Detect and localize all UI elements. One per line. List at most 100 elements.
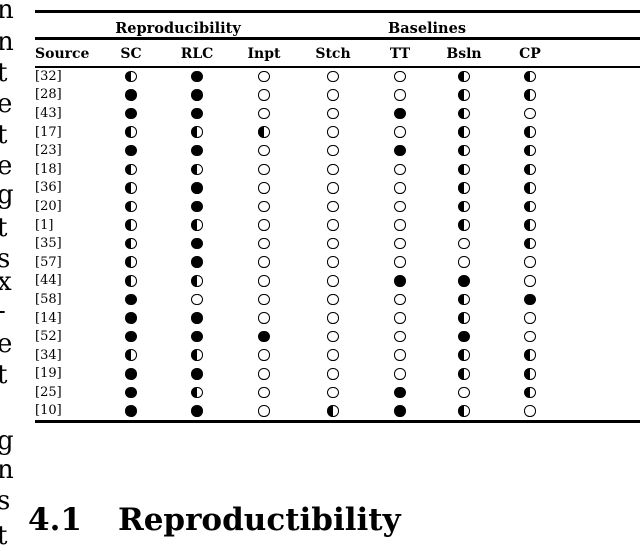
source-citation-label[interactable]: [58] (35, 291, 62, 307)
rating-cell (98, 141, 164, 160)
source-citation-label[interactable]: [28] (35, 87, 62, 103)
rating-cell (496, 402, 564, 421)
table-row: [1] (35, 216, 640, 235)
rating-cell (496, 365, 564, 384)
empty-circle-icon (258, 200, 270, 213)
full-circle-icon (458, 275, 470, 287)
rating-cell (496, 346, 564, 365)
empty-circle-icon (258, 144, 270, 157)
half-circle-icon (524, 200, 536, 213)
half-circle-icon (125, 200, 137, 213)
empty-circle-icon (258, 368, 270, 380)
rating-cell (496, 86, 564, 105)
source-citation-label[interactable]: [19] (35, 366, 62, 382)
source-citation-label[interactable]: [10] (35, 403, 62, 419)
rating-cell (230, 160, 298, 179)
source-citation-label[interactable]: [35] (35, 236, 62, 252)
rating-cell (432, 290, 496, 309)
rating-cell (164, 86, 230, 105)
source-citation-label[interactable]: [25] (35, 384, 62, 400)
full-circle-icon (125, 89, 137, 101)
half-circle-icon (458, 163, 470, 176)
empty-circle-icon (191, 293, 203, 306)
half-circle-icon (125, 256, 137, 268)
source-citation-label[interactable]: [36] (35, 180, 62, 196)
half-circle-icon (458, 349, 470, 361)
source-citation-label[interactable]: [43] (35, 105, 62, 121)
filler-cell (564, 216, 640, 235)
source-citation-label[interactable]: [34] (35, 347, 62, 363)
empty-circle-icon (258, 237, 270, 250)
source-citation-label[interactable]: [1] (35, 217, 54, 233)
rating-cell (432, 197, 496, 216)
clipped-text-fragment: g (0, 426, 14, 456)
table-body: [32] [28] [43] [17] [23] [18] [36] [20] [1] [35] [… (35, 67, 640, 420)
full-circle-icon (191, 107, 203, 120)
column-header-cp: CP (519, 46, 541, 62)
half-circle-icon (125, 70, 137, 83)
empty-circle-icon (327, 200, 339, 213)
rating-cell (164, 141, 230, 160)
half-circle-icon (458, 126, 470, 138)
full-circle-icon (191, 405, 203, 417)
rating-cell (432, 272, 496, 291)
rating-cell (368, 216, 432, 235)
empty-circle-icon (524, 330, 536, 343)
clipped-text-fragment: n (0, 0, 14, 25)
rating-cell (230, 67, 298, 86)
filler-cell (564, 67, 640, 86)
source-citation-label[interactable]: [57] (35, 254, 62, 270)
empty-circle-icon (458, 256, 470, 268)
clipped-text-fragment: t (0, 120, 8, 150)
full-circle-icon (125, 107, 137, 120)
source-citation-label[interactable]: [23] (35, 143, 62, 159)
empty-circle-icon (258, 386, 270, 399)
rating-cell (432, 346, 496, 365)
source-citation-label[interactable]: [52] (35, 329, 62, 345)
source-citation-label[interactable]: [18] (35, 161, 62, 177)
empty-circle-icon (394, 163, 406, 176)
half-circle-icon (191, 349, 203, 361)
source-citation-label[interactable]: [17] (35, 124, 62, 140)
rating-cell (230, 104, 298, 123)
full-circle-icon (125, 405, 137, 417)
source-citation-label[interactable]: [14] (35, 310, 62, 326)
empty-circle-icon (258, 182, 270, 194)
rating-cell (298, 309, 368, 328)
rating-cell (298, 123, 368, 142)
filler-cell (564, 104, 640, 123)
half-circle-icon (191, 386, 203, 399)
full-circle-icon (524, 293, 536, 306)
empty-circle-icon (258, 256, 270, 268)
column-header-row: Source SC RLC Inpt Stch TT Bsln CP (35, 41, 640, 67)
empty-circle-icon (394, 70, 406, 83)
filler-cell (564, 272, 640, 291)
source-citation-label[interactable]: [20] (35, 198, 62, 214)
rating-cell (298, 346, 368, 365)
table-row: [36] (35, 179, 640, 198)
rating-cell (164, 402, 230, 421)
source-citation-label[interactable]: [32] (35, 68, 62, 84)
rating-cell (230, 309, 298, 328)
clipped-text-fragment: s (0, 244, 11, 274)
empty-circle-icon (258, 349, 270, 361)
empty-circle-icon (394, 330, 406, 343)
rating-cell (230, 402, 298, 421)
clipped-text-fragment: s (0, 486, 11, 516)
clipped-text-fragment: e (0, 329, 13, 359)
rating-cell (298, 365, 368, 384)
filler-cell (564, 309, 640, 328)
rating-cell (164, 234, 230, 253)
rating-cell (164, 365, 230, 384)
full-circle-icon (191, 144, 203, 157)
group-header-reproducibility: Reproducibility (115, 20, 241, 37)
source-citation-label[interactable]: [44] (35, 273, 62, 289)
rating-cell (298, 253, 368, 272)
half-circle-icon (524, 163, 536, 176)
rating-cell (98, 160, 164, 179)
full-circle-icon (191, 200, 203, 213)
table-row: [25] (35, 383, 640, 402)
rating-cell (298, 234, 368, 253)
half-circle-icon (458, 144, 470, 157)
full-circle-icon (191, 70, 203, 83)
